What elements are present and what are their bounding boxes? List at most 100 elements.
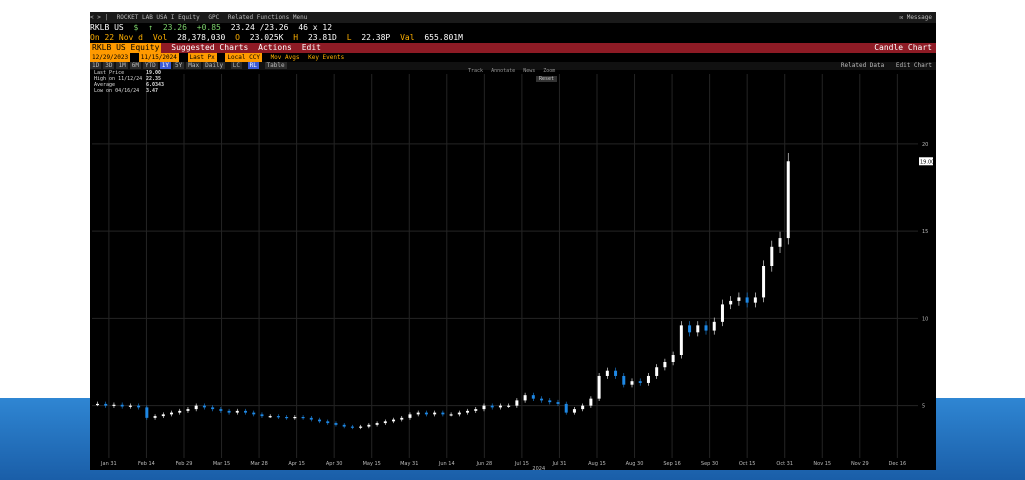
candle <box>408 414 412 418</box>
edit-chart-button[interactable]: Edit Chart <box>895 62 932 69</box>
candle <box>367 424 371 427</box>
low-price: 22.38P <box>361 33 391 42</box>
candle <box>581 405 585 410</box>
related-functions-menu[interactable]: Related Functions Menu <box>227 14 308 21</box>
candle-chart[interactable]: 5 10 15 20 Jan 31 Feb 14 Feb 29 Mar 15 Mar 28 Apr… <box>90 70 936 470</box>
candle <box>170 412 174 415</box>
x-tick-label: Nov 29 <box>851 461 869 467</box>
candle <box>737 297 741 301</box>
annotate-tool[interactable]: Annotate <box>491 68 516 74</box>
candle <box>416 412 420 415</box>
volume: 28,378,030 <box>177 33 226 42</box>
message-button[interactable]: ✉ Message <box>899 14 932 21</box>
candle <box>153 416 157 418</box>
period-select[interactable]: Last Px <box>187 53 217 62</box>
range-button-daily[interactable]: Daily <box>203 62 226 69</box>
candle <box>285 416 289 419</box>
candle <box>474 409 478 411</box>
nav-arrows[interactable]: < > | <box>90 14 109 21</box>
high-label: H <box>293 33 299 42</box>
candle <box>392 419 396 422</box>
candle <box>342 424 346 427</box>
x-tick-label: Jun 14 <box>438 461 455 467</box>
candle <box>466 410 470 413</box>
range-button-3d[interactable]: 3D <box>103 62 115 69</box>
range-bar: 1D 3D 1M 6M YTD 1Y 5Y Max Daily LC RL Table Rela… <box>90 62 936 70</box>
candle <box>433 412 437 415</box>
candle <box>350 426 354 428</box>
candle <box>589 398 593 406</box>
range-lc[interactable]: LC <box>230 62 243 69</box>
range-button-1d[interactable]: 1D <box>90 62 102 69</box>
key-events-toggle[interactable]: Key Events <box>308 54 345 61</box>
candle <box>104 403 108 406</box>
candle <box>655 367 659 376</box>
traded-value: 655.801M <box>424 33 463 42</box>
range-rl[interactable]: RL <box>247 62 259 69</box>
y-tick-label: 15 <box>922 229 928 235</box>
candle <box>202 405 206 408</box>
news-tool[interactable]: News <box>523 68 536 74</box>
y-tick-label: 20 <box>922 142 928 148</box>
range-button-1m[interactable]: 1M <box>116 62 128 69</box>
candle <box>145 407 149 418</box>
menu-bar: RKLB US Equity Suggested Charts Actions … <box>90 43 936 53</box>
x-tick-label: Sep 16 <box>663 461 680 467</box>
track-tool[interactable]: Track <box>468 68 484 74</box>
edit-menu[interactable]: Edit <box>301 43 321 52</box>
currency-select[interactable]: Local CCY <box>225 53 262 62</box>
candle <box>441 412 445 415</box>
candle <box>540 398 544 401</box>
range-button-5y[interactable]: 5Y <box>173 62 185 69</box>
candle <box>482 405 486 410</box>
x-tick-label: Jan 31 <box>100 461 117 467</box>
x-tick-label: Mar 15 <box>213 461 230 467</box>
security-field[interactable]: RKLB US Equity <box>90 43 162 53</box>
zoom-tool[interactable]: Zoom <box>543 68 556 74</box>
candle <box>383 421 387 424</box>
x-tick-label: Mar 28 <box>250 461 267 467</box>
gpc-menu[interactable]: GPC <box>208 14 220 21</box>
candle <box>457 412 461 415</box>
suggested-charts-menu[interactable]: Suggested Charts <box>171 43 249 52</box>
candle <box>252 412 256 415</box>
table-button[interactable]: Table <box>264 62 287 69</box>
chart-tools: Track Annotate News Zoom <box>468 68 560 74</box>
x-tick-label: Oct 15 <box>739 461 756 467</box>
x-tick-label: Jul 15 <box>514 461 529 467</box>
range-button-ytd[interactable]: YTD <box>142 62 158 69</box>
title-bar: < > | ROCKET LAB USA I Equity GPC Relate… <box>90 12 936 23</box>
candle <box>523 395 527 401</box>
candle <box>96 403 99 406</box>
bid-ask-size: 46 x 12 <box>298 23 333 32</box>
mov-avgs-toggle[interactable]: Mov Avgs <box>270 54 300 61</box>
reset-button[interactable]: Reset <box>536 76 558 82</box>
actions-menu[interactable]: Actions <box>258 43 292 52</box>
quote-line-1: RKLB US $ ↑ 23.26 +0.85 23.24 /23.26 46 … <box>90 23 936 33</box>
end-date-field[interactable]: 11/15/2024 <box>138 53 179 62</box>
candle <box>161 414 165 417</box>
security-name[interactable]: ROCKET LAB USA I Equity <box>116 14 200 21</box>
open-price: 23.025K <box>249 33 284 42</box>
start-date-field[interactable]: 12/29/2023 <box>90 53 131 62</box>
candle <box>128 405 132 407</box>
range-button-max[interactable]: Max <box>186 62 202 69</box>
candle <box>605 370 609 376</box>
candle <box>762 266 766 298</box>
range-button-6m[interactable]: 6M <box>129 62 141 69</box>
candle <box>211 407 215 410</box>
last-price: 23.26 <box>162 23 187 32</box>
candle <box>244 410 248 413</box>
x-tick-label: Jun 28 <box>475 461 492 467</box>
candle <box>235 410 239 413</box>
candle <box>663 362 667 368</box>
candle <box>301 416 305 419</box>
related-data-menu[interactable]: Related Data <box>840 62 885 69</box>
terminal-window: < > | ROCKET LAB USA I Equity GPC Relate… <box>90 12 936 470</box>
range-button-1y[interactable]: 1Y <box>159 62 172 69</box>
legend-last-price: Last Price 19.00 <box>94 70 162 76</box>
candle <box>696 325 700 333</box>
val-label: Val <box>400 33 415 42</box>
candle <box>778 238 782 247</box>
candle <box>597 375 601 399</box>
